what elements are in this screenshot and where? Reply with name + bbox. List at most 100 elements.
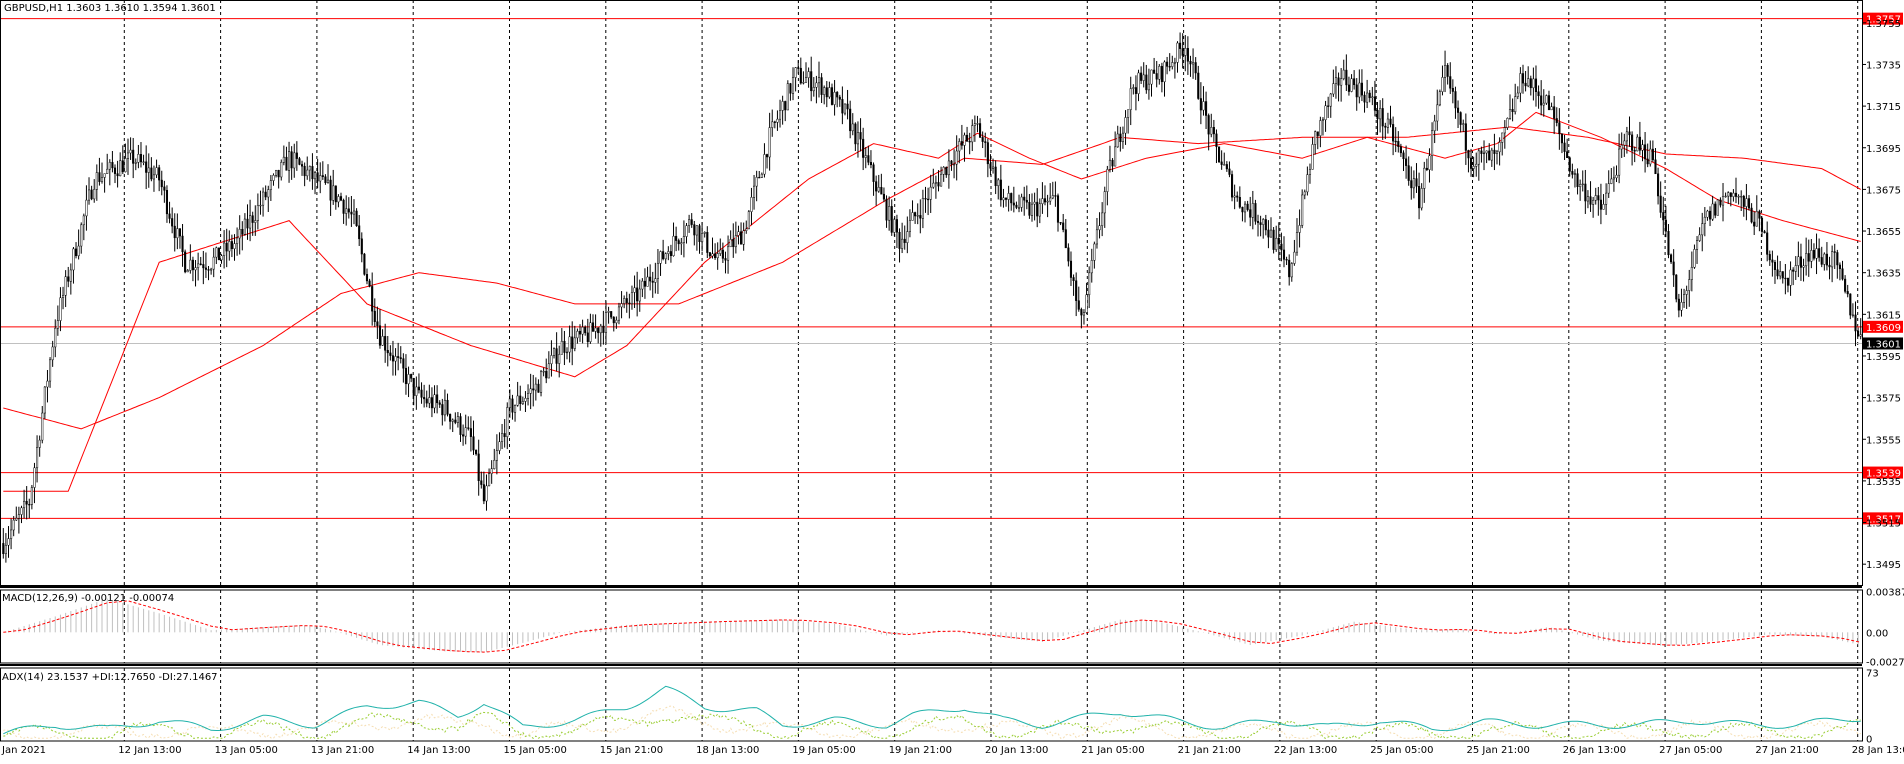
candle-body (828, 87, 831, 98)
candle-body (87, 189, 91, 201)
candle-body (165, 190, 169, 215)
candle-body (282, 156, 285, 163)
candle-body (415, 386, 418, 396)
candle-body (1327, 105, 1330, 107)
candle-body (1230, 174, 1234, 198)
candle-body (511, 398, 514, 413)
candle-body (979, 123, 982, 138)
candle-body (1719, 199, 1722, 206)
candle-body (1142, 74, 1145, 81)
price-tick-label: 1.3515 (1866, 519, 1901, 530)
candle-body (1467, 150, 1470, 159)
candle-body (230, 241, 233, 250)
candle-body (1706, 210, 1709, 218)
candle-body (991, 166, 995, 169)
candle-body (438, 402, 441, 405)
candle-body (914, 212, 917, 217)
candle-body (1249, 209, 1252, 218)
candle-body (794, 67, 797, 78)
candle-body (1644, 144, 1647, 160)
candle-body (521, 401, 524, 404)
candle-body (1812, 250, 1815, 259)
candle-body (916, 215, 919, 217)
candle-body (74, 248, 78, 257)
candle-body (1405, 158, 1408, 166)
candle-body (1389, 118, 1392, 125)
candle-body (911, 212, 914, 221)
candle-body (243, 218, 246, 235)
candle-body (1581, 183, 1584, 186)
candle-body (841, 99, 844, 114)
candle-body (277, 169, 280, 178)
candle-body (890, 206, 893, 233)
candle-body (178, 228, 181, 237)
candle-body (1641, 144, 1644, 151)
candle-body (581, 326, 584, 335)
candle-body (1776, 269, 1779, 277)
candle-body (664, 253, 667, 260)
candle-body (1797, 256, 1800, 266)
candle-body (1179, 42, 1182, 49)
candle-body (482, 484, 485, 502)
candle-body (836, 91, 839, 98)
candle-body (958, 141, 961, 152)
candle-body (308, 166, 311, 171)
candle-body (350, 211, 353, 215)
candle-body (1012, 202, 1015, 206)
candle-body (1295, 232, 1299, 253)
candle-body (1332, 83, 1335, 95)
candle-body (1280, 243, 1283, 251)
candle-body (394, 356, 397, 362)
candle-body (64, 276, 67, 296)
candle-body (578, 330, 582, 335)
candle-body (524, 397, 527, 402)
candle-body (220, 255, 223, 261)
candle-body (158, 167, 161, 181)
candle-body (1485, 150, 1488, 154)
candle-body (290, 151, 293, 169)
candle-body (223, 242, 226, 256)
candle-body (480, 480, 483, 485)
candle-body (776, 118, 779, 123)
candle-body (67, 276, 70, 282)
candle-body (1010, 193, 1013, 204)
time-tick-label: 26 Jan 13:00 (1563, 745, 1626, 756)
candle-body (425, 398, 428, 404)
candle-body (1451, 87, 1454, 92)
candle-body (1724, 195, 1727, 198)
candle-body (184, 251, 187, 273)
candle-body (851, 123, 854, 132)
candle-body (701, 233, 704, 242)
candle-body (1737, 196, 1740, 198)
candle-body (300, 164, 304, 167)
candle-body (1303, 191, 1306, 196)
candle-body (1501, 132, 1504, 143)
candle-body (80, 224, 83, 247)
candle-body (1454, 91, 1457, 109)
candle-body (903, 238, 906, 243)
candle-body (1714, 203, 1717, 216)
candle-body (1264, 219, 1267, 231)
candle-body (1425, 167, 1428, 170)
candle-body (1529, 78, 1532, 89)
candle-body (436, 394, 439, 404)
price-tick-label: 1.3735 (1866, 60, 1901, 71)
candle-body (932, 182, 935, 188)
candle-body (1106, 169, 1109, 192)
candle-body (547, 363, 550, 379)
candle-body (571, 336, 574, 349)
candle-body (441, 404, 444, 416)
candle-body (1373, 96, 1376, 111)
candle-body (1745, 198, 1748, 207)
price-tick-label: 1.3715 (1866, 102, 1901, 113)
candle-body (241, 229, 244, 235)
candle-body (262, 191, 265, 206)
candle-body (259, 204, 262, 207)
time-tick-label: 25 Jan 21:00 (1467, 745, 1530, 756)
candle-body (163, 186, 166, 191)
candle-body (695, 225, 698, 236)
candle-body (1729, 192, 1732, 197)
candle-body (563, 340, 566, 353)
